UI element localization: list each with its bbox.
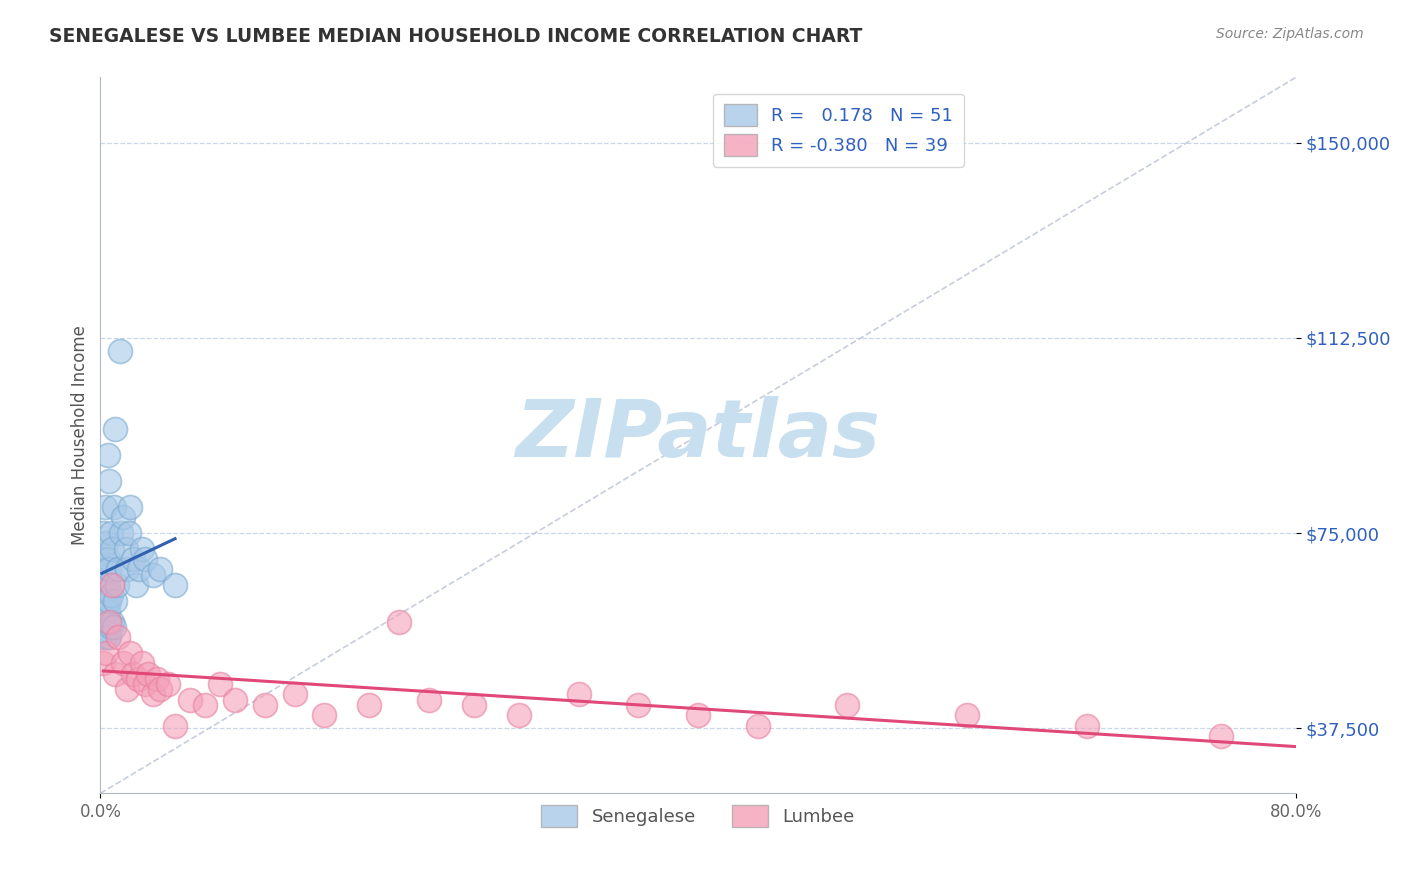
Point [90, 604, 112, 618]
Point [97, 630, 120, 644]
Point [91, 656, 114, 670]
Point [98, 474, 121, 488]
Point [956, 708, 979, 723]
Point [97, 448, 120, 462]
Point [114, 541, 136, 556]
Point [96, 536, 118, 550]
Point [103, 620, 125, 634]
Point [98, 615, 121, 629]
Point [94, 604, 117, 618]
Point [94, 630, 117, 644]
Point [90, 578, 112, 592]
Point [208, 677, 231, 691]
Point [105, 578, 128, 592]
Point [149, 682, 172, 697]
Point [125, 578, 148, 592]
Point [388, 615, 411, 629]
Point [314, 708, 336, 723]
Text: Source: ZipAtlas.com: Source: ZipAtlas.com [1216, 27, 1364, 41]
Point [96, 562, 118, 576]
Point [107, 562, 129, 576]
Point [91, 593, 114, 607]
Point [142, 688, 165, 702]
Point [98, 593, 121, 607]
Point [118, 526, 141, 541]
Point [146, 672, 169, 686]
Point [97, 552, 120, 566]
Point [149, 562, 172, 576]
Point [94, 500, 117, 514]
Point [359, 698, 381, 712]
Point [94, 552, 117, 566]
Point [96, 624, 118, 639]
Point [747, 719, 769, 733]
Point [418, 692, 440, 706]
Point [96, 646, 118, 660]
Point [463, 698, 485, 712]
Point [91, 526, 114, 541]
Point [142, 567, 165, 582]
Point [100, 526, 122, 541]
Point [111, 510, 134, 524]
Point [165, 719, 187, 733]
Point [94, 578, 117, 592]
Point [101, 578, 124, 592]
Text: SENEGALESE VS LUMBEE MEDIAN HOUSEHOLD INCOME CORRELATION CHART: SENEGALESE VS LUMBEE MEDIAN HOUSEHOLD IN… [49, 27, 863, 45]
Point [96, 593, 118, 607]
Point [91, 552, 114, 566]
Y-axis label: Median Household Income: Median Household Income [72, 326, 89, 545]
Point [104, 666, 127, 681]
Point [98, 630, 121, 644]
Point [837, 698, 859, 712]
Point [107, 630, 129, 644]
Point [101, 615, 124, 629]
Point [627, 698, 650, 712]
Point [686, 708, 709, 723]
Point [131, 541, 153, 556]
Point [194, 698, 217, 712]
Point [100, 589, 122, 603]
Point [508, 708, 530, 723]
Point [1076, 719, 1098, 733]
Point [120, 500, 142, 514]
Point [567, 688, 589, 702]
Text: ZIPatlas: ZIPatlas [516, 396, 880, 475]
Point [127, 672, 149, 686]
Point [224, 692, 246, 706]
Point [136, 666, 159, 681]
Point [100, 620, 122, 634]
Point [284, 688, 307, 702]
Point [122, 666, 145, 681]
Point [1209, 729, 1232, 743]
Point [179, 692, 201, 706]
Point [110, 526, 132, 541]
Point [134, 677, 156, 691]
Point [103, 500, 125, 514]
Point [120, 646, 142, 660]
Point [101, 541, 124, 556]
Point [117, 562, 139, 576]
Point [91, 615, 114, 629]
Point [104, 422, 127, 436]
Point [97, 604, 120, 618]
Point [90, 630, 112, 644]
Point [117, 682, 139, 697]
Point [156, 677, 179, 691]
Point [98, 562, 121, 576]
Point [131, 656, 153, 670]
Point [128, 562, 150, 576]
Point [165, 578, 187, 592]
Point [134, 552, 156, 566]
Point [111, 656, 134, 670]
Point [253, 698, 276, 712]
Point [108, 343, 131, 358]
Legend: Senegalese, Lumbee: Senegalese, Lumbee [534, 798, 862, 834]
Point [97, 578, 120, 592]
Point [122, 552, 145, 566]
Point [104, 593, 127, 607]
